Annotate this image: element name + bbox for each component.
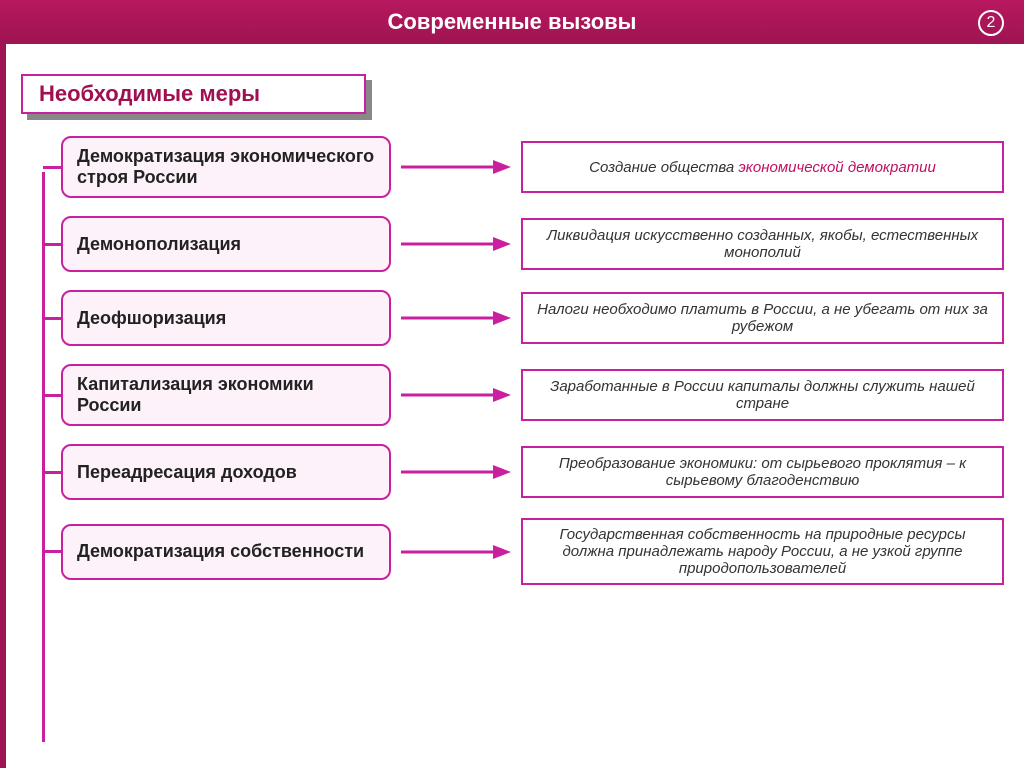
arrow-icon	[401, 462, 511, 482]
description-text: Ликвидация искусственно созданных, якобы…	[537, 227, 988, 261]
description-box: Преобразование экономики: от сырьевого п…	[521, 446, 1004, 498]
measure-box: Демократизация собственности	[61, 524, 391, 580]
measure-label: Демократизация экономического строя Росс…	[77, 146, 375, 188]
measure-label: Капитализация экономики России	[77, 374, 375, 416]
rows-container: Демократизация экономического строя Росс…	[21, 136, 1004, 603]
arrow-icon	[401, 157, 511, 177]
section-title-wrap: Необходимые меры	[21, 74, 1004, 114]
description-text: Создание общества экономической демократ…	[589, 159, 936, 176]
measure-row: Капитализация экономики России Заработан…	[21, 364, 1004, 426]
measure-row: Демократизация экономического строя Росс…	[21, 136, 1004, 198]
header-title: Современные вызовы	[388, 9, 637, 35]
branch-stub	[43, 166, 61, 169]
arrow	[391, 157, 521, 177]
desc-highlight: экономической демократии	[738, 159, 935, 176]
measure-box: Демократизация экономического строя Росс…	[61, 136, 391, 198]
measure-row: Деофшоризация Налоги необходимо платить …	[21, 290, 1004, 346]
section-title: Необходимые меры	[21, 74, 366, 114]
header-bar: Современные вызовы 2	[0, 0, 1024, 44]
branch-stub	[43, 317, 61, 320]
description-text: Государственная собственность на природн…	[537, 526, 988, 577]
description-box: Заработанные в России капиталы должны сл…	[521, 369, 1004, 421]
arrow	[391, 234, 521, 254]
measure-label: Демонополизация	[77, 234, 241, 255]
description-box: Государственная собственность на природн…	[521, 518, 1004, 585]
branch-stub	[43, 471, 61, 474]
branch-stub	[43, 550, 61, 553]
measure-box: Деофшоризация	[61, 290, 391, 346]
measure-label: Деофшоризация	[77, 308, 226, 329]
measure-box: Демонополизация	[61, 216, 391, 272]
description-text: Заработанные в России капиталы должны сл…	[537, 378, 988, 412]
measure-box: Капитализация экономики России	[61, 364, 391, 426]
arrow	[391, 308, 521, 328]
desc-pre: Создание общества	[589, 159, 738, 176]
tree-trunk-line	[42, 172, 45, 742]
description-box: Налоги необходимо платить в России, а не…	[521, 292, 1004, 344]
arrow	[391, 462, 521, 482]
measure-row: Демократизация собственности Государстве…	[21, 518, 1004, 585]
arrow	[391, 385, 521, 405]
arrow-icon	[401, 234, 511, 254]
arrow-icon	[401, 542, 511, 562]
measure-label: Демократизация собственности	[77, 541, 364, 562]
description-box: Ликвидация искусственно созданных, якобы…	[521, 218, 1004, 270]
arrow	[391, 542, 521, 562]
branch-stub	[43, 394, 61, 397]
measure-row: Демонополизация Ликвидация искусственно …	[21, 216, 1004, 272]
arrow-icon	[401, 308, 511, 328]
branch-stub	[43, 243, 61, 246]
measure-label: Переадресация доходов	[77, 462, 297, 483]
arrow-icon	[401, 385, 511, 405]
description-box: Создание общества экономической демократ…	[521, 141, 1004, 193]
page-number: 2	[978, 10, 1004, 36]
content-area: Необходимые меры Демократизация экономич…	[0, 44, 1024, 768]
description-text: Преобразование экономики: от сырьевого п…	[537, 455, 988, 489]
measure-box: Переадресация доходов	[61, 444, 391, 500]
measure-row: Переадресация доходов Преобразование эко…	[21, 444, 1004, 500]
description-text: Налоги необходимо платить в России, а не…	[537, 301, 988, 335]
